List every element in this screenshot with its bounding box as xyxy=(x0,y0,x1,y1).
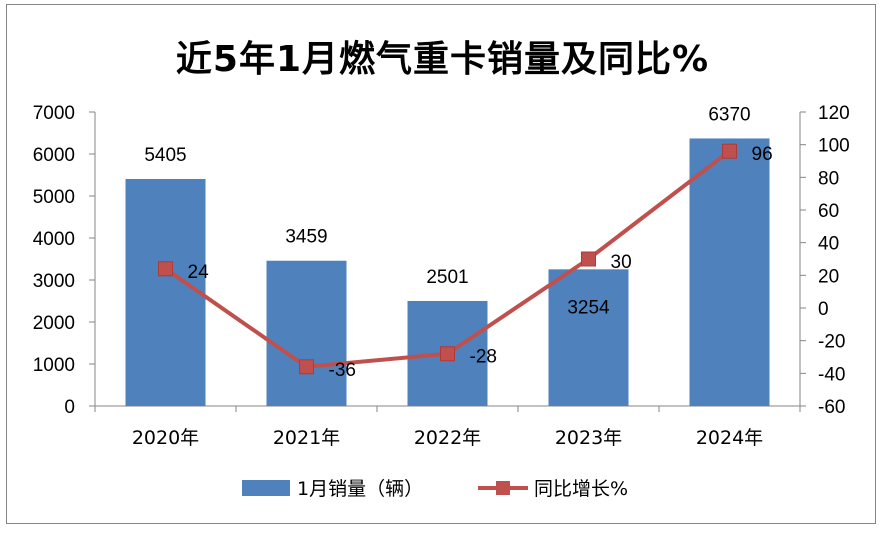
right-tick-label: 40 xyxy=(818,234,839,255)
legend-line-marker xyxy=(496,481,510,495)
line-marker xyxy=(581,251,596,267)
left-tick-label: 2000 xyxy=(33,313,75,334)
right-tick-label: 80 xyxy=(818,168,839,189)
x-tick-label: 2024年 xyxy=(696,427,763,449)
right-tick-label: -20 xyxy=(818,332,845,353)
bar xyxy=(548,269,629,406)
right-tick-label: -40 xyxy=(818,364,845,385)
bar-data-label: 5405 xyxy=(144,145,186,166)
line-data-label: -36 xyxy=(329,360,356,381)
right-tick-label: 100 xyxy=(818,136,850,157)
right-tick-label: 0 xyxy=(818,299,829,320)
left-tick-label: 1000 xyxy=(33,355,75,376)
line-marker xyxy=(722,143,737,159)
left-tick-label: 4000 xyxy=(33,229,75,250)
line-marker xyxy=(299,359,314,375)
x-tick-label: 2022年 xyxy=(414,427,481,449)
line-data-label: 96 xyxy=(752,144,773,165)
bar xyxy=(266,260,347,406)
legend-label: 同比增长% xyxy=(534,478,628,500)
line-data-label: 30 xyxy=(611,252,632,273)
left-tick-label: 3000 xyxy=(33,271,75,292)
bar xyxy=(689,138,770,406)
bar-data-label: 3459 xyxy=(285,227,327,248)
left-tick-label: 7000 xyxy=(33,103,75,124)
x-tick-label: 2023年 xyxy=(555,427,622,449)
right-tick-label: 20 xyxy=(818,266,839,287)
line-marker xyxy=(158,261,173,277)
line-data-label: 24 xyxy=(188,262,210,283)
right-tick-label: 120 xyxy=(818,103,850,124)
x-tick-label: 2021年 xyxy=(273,427,340,449)
line-marker xyxy=(440,346,455,362)
left-tick-label: 5000 xyxy=(33,187,75,208)
bar-data-label: 6370 xyxy=(708,104,750,125)
left-tick-label: 6000 xyxy=(33,145,75,166)
chart-title: 近5年1月燃气重卡销量及同比% xyxy=(175,39,710,80)
right-tick-label: -60 xyxy=(818,397,845,418)
bar-data-label: 2501 xyxy=(426,267,468,288)
right-tick-label: 60 xyxy=(818,201,839,222)
bar xyxy=(125,178,206,406)
bar-data-label: 3254 xyxy=(567,297,610,318)
legend-label: 1月销量（辆） xyxy=(297,478,423,500)
legend-bar-swatch xyxy=(242,480,290,496)
x-tick-label: 2020年 xyxy=(132,427,199,449)
left-tick-label: 0 xyxy=(64,397,75,418)
line-data-label: -28 xyxy=(470,347,497,368)
